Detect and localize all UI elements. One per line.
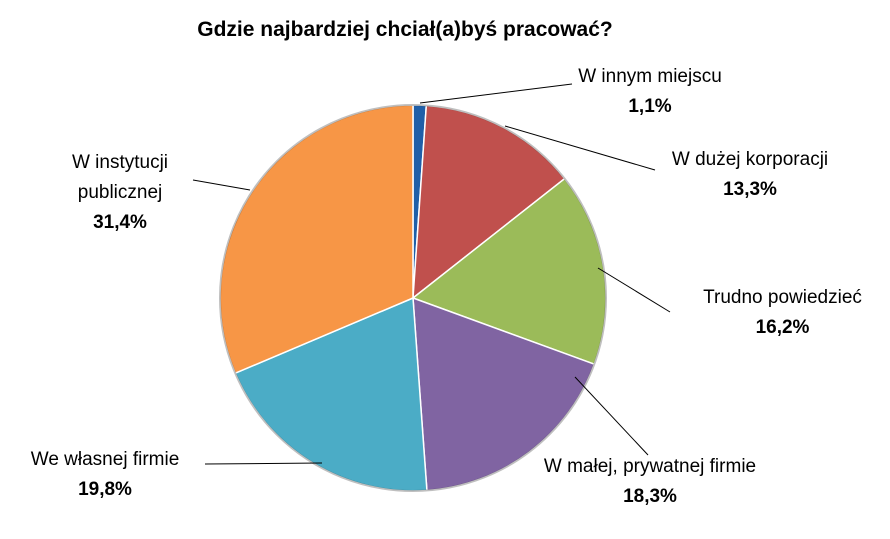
- leader-line: [192, 179, 251, 191]
- chart-title: Gdzie najbardziej chciał(a)byś pracować?: [197, 18, 613, 41]
- leader-line: [574, 376, 649, 456]
- pie-slice: [412, 296, 596, 492]
- category-label: Trudno powiedzieć: [703, 287, 862, 308]
- leader-line: [504, 125, 656, 171]
- category-label: W innym miejscu: [578, 66, 722, 87]
- value-label: 1,1%: [628, 96, 672, 117]
- pie-slice: [412, 104, 566, 300]
- leader-line: [204, 462, 323, 465]
- value-label: 16,2%: [755, 317, 810, 338]
- value-label: 31,4%: [93, 212, 147, 233]
- slice-label: We własnej firmie 19,8%: [0, 445, 210, 505]
- leader-line: [597, 267, 671, 313]
- pie-slice: [234, 296, 428, 492]
- leader-line: [419, 83, 573, 104]
- slice-label: W innym miejscu 1,1%: [540, 62, 760, 122]
- slice-label: W instytucji publicznej 31,4%: [50, 148, 190, 238]
- pie-slice: [411, 177, 607, 366]
- slice-label: Trudno powiedzieć 16,2%: [675, 283, 890, 343]
- value-label: 18,3%: [623, 486, 677, 507]
- slice-label: W małej, prywatnej firmie 18,3%: [540, 452, 760, 512]
- value-label: 13,3%: [723, 179, 777, 200]
- pie-rim: [219, 104, 607, 492]
- category-label: We własnej firmie: [30, 449, 180, 470]
- slice-label: W dużej korporacji 13,3%: [640, 145, 860, 205]
- pie-slice: [219, 104, 414, 375]
- value-label: 19,8%: [78, 479, 132, 500]
- category-label: W instytucji publicznej: [71, 152, 169, 203]
- category-label: W małej, prywatnej firmie: [543, 456, 757, 477]
- category-label: W dużej korporacji: [671, 149, 829, 170]
